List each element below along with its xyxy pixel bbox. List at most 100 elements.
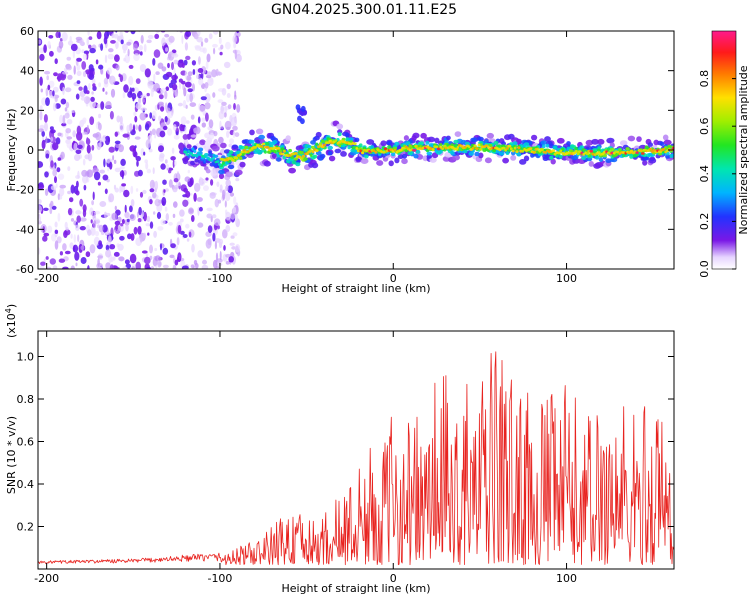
noise-blob bbox=[127, 48, 130, 57]
noise-blob bbox=[132, 43, 138, 51]
noise-blob bbox=[66, 118, 73, 125]
noise-blob bbox=[200, 96, 207, 101]
noise-blob bbox=[79, 226, 86, 231]
noise-blob bbox=[103, 77, 109, 85]
noise-blob bbox=[38, 216, 42, 223]
noise-blob bbox=[146, 168, 152, 174]
noise-blob bbox=[108, 193, 115, 203]
signal-mark bbox=[313, 135, 320, 141]
signal-mark bbox=[273, 149, 277, 154]
noise-blob bbox=[47, 41, 51, 49]
noise-blob bbox=[132, 124, 136, 133]
noise-blob bbox=[140, 94, 147, 99]
signal-mark bbox=[300, 105, 306, 112]
noise-blob bbox=[234, 132, 240, 138]
noise-blob bbox=[83, 184, 87, 191]
noise-blob bbox=[80, 245, 85, 251]
noise-blob bbox=[81, 61, 87, 70]
noise-blob bbox=[88, 83, 91, 91]
signal-mark bbox=[507, 144, 512, 148]
signal-mark bbox=[401, 158, 408, 165]
noise-blob bbox=[136, 211, 139, 218]
noise-blob bbox=[40, 261, 46, 266]
signal-mark bbox=[479, 147, 483, 151]
signal-mark bbox=[492, 148, 496, 153]
signal-mark bbox=[477, 136, 484, 142]
noise-blob bbox=[142, 189, 147, 194]
noise-blob bbox=[229, 242, 235, 246]
noise-blob bbox=[49, 50, 54, 57]
noise-blob bbox=[113, 251, 120, 257]
noise-blob bbox=[84, 154, 90, 160]
signal-mark bbox=[361, 151, 365, 155]
signal-mark bbox=[383, 147, 388, 151]
noise-blob bbox=[103, 158, 106, 168]
signal-mark bbox=[254, 145, 258, 149]
noise-blob bbox=[227, 104, 232, 110]
y-tick-label: -60 bbox=[16, 263, 34, 276]
noise-blob bbox=[73, 142, 78, 152]
noise-blob bbox=[44, 70, 51, 75]
signal-mark bbox=[581, 148, 586, 152]
noise-blob bbox=[138, 45, 143, 51]
noise-blob bbox=[58, 40, 64, 49]
y-tick-label: 0.6 bbox=[17, 436, 35, 449]
noise-blob bbox=[232, 130, 236, 139]
noise-blob bbox=[181, 35, 184, 45]
noise-blob bbox=[212, 259, 218, 269]
noise-blob bbox=[156, 268, 159, 269]
noise-blob bbox=[104, 231, 111, 235]
noise-blob bbox=[135, 102, 142, 110]
noise-blob bbox=[179, 123, 185, 132]
noise-blob bbox=[66, 136, 73, 140]
noise-blob bbox=[164, 116, 168, 123]
noise-blob bbox=[173, 134, 180, 140]
noise-blob bbox=[225, 185, 229, 192]
signal-mark bbox=[381, 150, 386, 154]
noise-blob bbox=[153, 211, 156, 215]
noise-blob bbox=[168, 221, 173, 226]
noise-blob bbox=[114, 167, 121, 173]
signal-mark bbox=[523, 142, 530, 147]
noise-blob bbox=[48, 35, 54, 39]
signal-mark bbox=[625, 147, 630, 151]
signal-mark bbox=[663, 139, 672, 146]
noise-blob bbox=[38, 39, 42, 44]
noise-blob bbox=[100, 101, 105, 110]
signal-mark bbox=[426, 154, 433, 159]
noise-blob bbox=[154, 255, 161, 262]
noise-blob bbox=[158, 260, 162, 267]
noise-blob bbox=[87, 229, 92, 236]
snr-series-line bbox=[38, 351, 674, 566]
noise-blob bbox=[44, 122, 48, 132]
noise-blob bbox=[142, 232, 147, 239]
noise-blob bbox=[145, 162, 149, 170]
signal-mark bbox=[576, 152, 580, 156]
noise-blob bbox=[211, 69, 217, 78]
noise-blob bbox=[140, 34, 144, 44]
noise-blob bbox=[227, 185, 233, 194]
signal-mark bbox=[412, 132, 420, 139]
noise-blob bbox=[134, 145, 137, 149]
noise-blob bbox=[126, 41, 132, 46]
noise-blob bbox=[214, 241, 217, 250]
signal-mark bbox=[338, 144, 342, 148]
signal-mark bbox=[295, 104, 301, 111]
signal-mark bbox=[223, 149, 231, 154]
noise-blob bbox=[209, 77, 214, 83]
signal-mark bbox=[393, 148, 397, 152]
noise-blob bbox=[147, 34, 154, 40]
noise-blob bbox=[174, 160, 177, 167]
noise-blob bbox=[114, 54, 120, 62]
noise-blob bbox=[197, 116, 201, 124]
signal-mark bbox=[473, 144, 477, 148]
noise-blob bbox=[64, 250, 71, 255]
noise-blob bbox=[165, 163, 170, 171]
signal-mark bbox=[511, 149, 515, 153]
noise-blob bbox=[150, 266, 155, 269]
noise-blob bbox=[105, 91, 108, 95]
noise-blob bbox=[234, 49, 237, 60]
spectrogram-y-axis: 60 40 20 0 -20 -40 -60 bbox=[16, 25, 674, 276]
noise-blob bbox=[57, 193, 61, 201]
signal-mark bbox=[311, 162, 319, 169]
